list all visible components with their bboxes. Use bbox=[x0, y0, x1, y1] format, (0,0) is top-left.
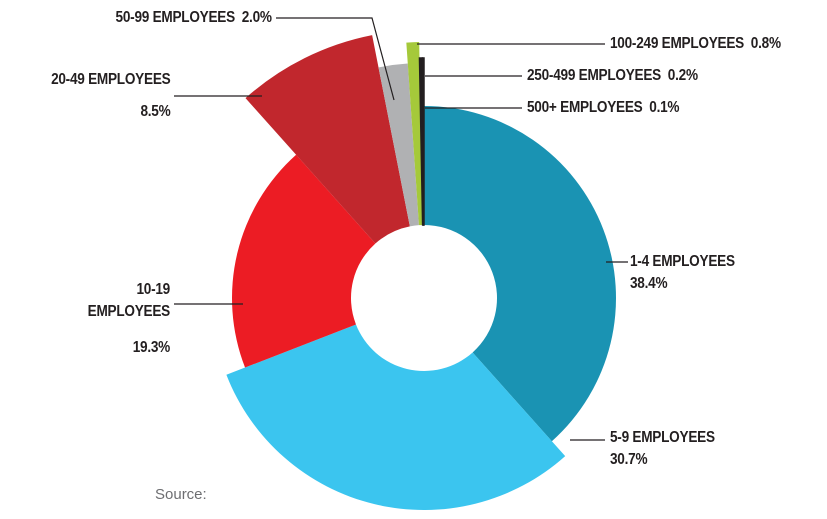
slice-label: 500+ EMPLOYEES 0.1% bbox=[527, 97, 680, 119]
donut-slice bbox=[226, 324, 566, 510]
slice-label: 100-249 EMPLOYEES 0.8% bbox=[610, 33, 781, 55]
value-label: 30.7% bbox=[610, 451, 648, 468]
donut-slice bbox=[245, 35, 410, 244]
donut-slice bbox=[406, 42, 423, 226]
slice-label: 1-4 EMPLOYEES 38.4% bbox=[630, 251, 735, 295]
donut-slice bbox=[421, 57, 425, 226]
value-label: 8.5% bbox=[140, 103, 170, 120]
slice-label: 20-49 EMPLOYEES 8.5% bbox=[50, 69, 171, 123]
value-label: 2.0% bbox=[242, 9, 272, 26]
value-label: 38.4% bbox=[630, 275, 668, 292]
category-label: 250-499 EMPLOYEES bbox=[527, 67, 662, 84]
donut-slice bbox=[232, 154, 376, 368]
value-label: 19.3% bbox=[132, 339, 171, 356]
category-label: 1-4 EMPLOYEES bbox=[630, 253, 735, 270]
slice-label: 250-499 EMPLOYEES 0.2% bbox=[527, 65, 698, 87]
leader-line bbox=[276, 17, 395, 101]
value-label: 0.8% bbox=[750, 35, 781, 52]
category-label: 100-249 EMPLOYEES bbox=[610, 35, 745, 52]
donut-slice bbox=[378, 63, 419, 227]
category-label: 500+ EMPLOYEES bbox=[527, 99, 643, 116]
category-label: 50-99 EMPLOYEES bbox=[115, 9, 236, 26]
value-label: 0.2% bbox=[667, 67, 698, 84]
slice-label: 10-19 EMPLOYEES 19.3% bbox=[77, 279, 171, 359]
value-label: 0.1% bbox=[649, 99, 680, 116]
category-label: 10-19 EMPLOYEES bbox=[87, 281, 171, 320]
slice-label: 50-99 EMPLOYEES 2.0% bbox=[116, 7, 272, 29]
slice-label: 5-9 EMPLOYEES 30.7% bbox=[610, 427, 715, 471]
category-label: 20-49 EMPLOYEES bbox=[50, 71, 171, 88]
source-note: Source: bbox=[155, 486, 207, 503]
category-label: 5-9 EMPLOYEES bbox=[610, 429, 715, 446]
donut-slice bbox=[424, 106, 617, 442]
